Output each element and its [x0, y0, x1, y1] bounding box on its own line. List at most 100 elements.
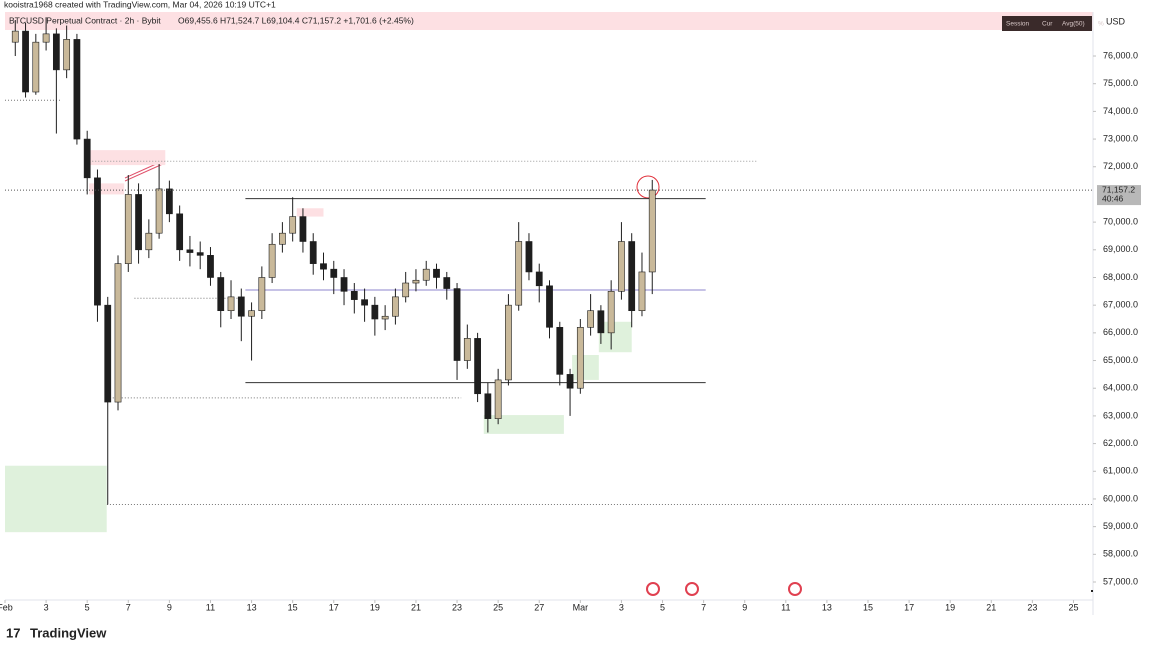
candle-body — [104, 304, 112, 403]
candle-body — [196, 252, 204, 256]
candle-body — [217, 277, 225, 312]
candle-body — [474, 338, 481, 395]
x-tick-label: 17 — [329, 602, 339, 612]
dot — [1091, 590, 1093, 592]
toolbar-button[interactable]: Avg(50) — [1062, 21, 1085, 28]
last-price-box — [1097, 185, 1141, 206]
y-tick-label: 65,000.0 — [1103, 355, 1138, 365]
x-tick-label: Feb — [0, 602, 13, 612]
candle-body — [289, 216, 297, 234]
logo-mark: 17 — [6, 625, 20, 640]
candle-body — [340, 277, 348, 292]
candle-body — [42, 33, 50, 43]
y-tick-label: 58,000.0 — [1103, 549, 1138, 559]
candle-body — [258, 277, 266, 312]
zone — [572, 355, 599, 380]
x-tick-label: 5 — [85, 602, 90, 612]
x-tick-label: 3 — [44, 602, 49, 612]
x-tick-label: 17 — [904, 602, 914, 612]
x-tick-label: Mar — [573, 602, 589, 612]
event-icon[interactable] — [646, 582, 660, 596]
candle-body — [535, 271, 543, 287]
x-tick-label: 23 — [1027, 602, 1037, 612]
candle-body — [525, 241, 533, 273]
y-tick-label: 75,000.0 — [1103, 78, 1138, 88]
x-tick-label: 25 — [493, 602, 503, 612]
candle-body — [556, 327, 564, 375]
event-icon[interactable] — [685, 582, 699, 596]
candle-body — [135, 194, 142, 251]
y-tick-label: 69,000.0 — [1103, 244, 1138, 254]
zone — [296, 208, 324, 217]
candle-body — [227, 296, 235, 312]
candle-body — [443, 277, 451, 289]
candle-body — [124, 194, 132, 264]
candle-body — [546, 285, 553, 328]
candle-body — [484, 393, 492, 419]
x-tick-label: 3 — [619, 602, 624, 612]
zone — [5, 465, 107, 533]
zone — [89, 183, 125, 195]
candle-body — [145, 232, 153, 251]
highlight-circle — [636, 175, 660, 199]
candle-body — [638, 271, 646, 312]
x-tick-label: 11 — [781, 602, 790, 612]
candle-body — [309, 241, 317, 264]
ohlc: O69,455.6 H71,524.7 L69,104.4 C71,157.2 … — [178, 15, 414, 25]
event-icon[interactable] — [788, 582, 802, 596]
x-tick-label: 21 — [411, 602, 421, 612]
y-tick-label: 62,000.0 — [1103, 438, 1138, 448]
candle-body — [73, 39, 81, 140]
y-tick-label: 61,000.0 — [1103, 466, 1138, 476]
candle-body — [94, 177, 101, 306]
candle-body — [494, 379, 502, 419]
toolbar-button[interactable]: % — [1098, 21, 1104, 28]
toolbar — [1002, 16, 1092, 31]
candle-body — [381, 315, 389, 320]
candle-body — [320, 263, 327, 270]
countdown: 40:46 — [1102, 193, 1124, 203]
x-tick-label: 13 — [247, 602, 257, 612]
candle-body — [587, 310, 594, 328]
y-tick-label: 67,000.0 — [1103, 300, 1138, 310]
y-tick-label: 60,000.0 — [1103, 493, 1138, 503]
toolbar-button[interactable]: Cur — [1042, 21, 1053, 28]
candle-body — [463, 338, 471, 361]
y-tick-label: 57,000.0 — [1103, 576, 1138, 586]
y-tick-label: 73,000.0 — [1103, 133, 1138, 143]
candle-body — [607, 291, 615, 334]
candle-body — [237, 296, 245, 317]
candle-body — [114, 263, 122, 403]
candle-body — [628, 241, 636, 312]
candle-body — [165, 188, 173, 215]
y-tick-label: 74,000.0 — [1103, 106, 1138, 116]
y-tick-label: 72,000.0 — [1103, 161, 1138, 171]
candle-body — [433, 268, 440, 278]
x-tick-label: 15 — [863, 602, 873, 612]
candle-body — [515, 241, 523, 306]
x-tick-label: 15 — [288, 602, 298, 612]
candle-body — [361, 299, 368, 306]
toolbar-button[interactable]: Session — [1006, 21, 1030, 28]
candle-body — [176, 213, 184, 251]
candle-body — [576, 327, 584, 389]
y-tick-label: 63,000.0 — [1103, 410, 1138, 420]
x-tick-label: 13 — [822, 602, 832, 612]
candle-body — [453, 288, 461, 361]
y-tick-label: 66,000.0 — [1103, 327, 1138, 337]
currency: USD — [1106, 16, 1126, 26]
y-tick-label: 68,000.0 — [1103, 272, 1138, 282]
candle-body — [63, 39, 71, 71]
x-tick-label: 5 — [660, 602, 665, 612]
toolbar-items: Session Cur Avg(50)% — [1006, 21, 1104, 28]
candle-body — [22, 30, 29, 93]
candle-body — [32, 41, 40, 93]
x-tick-label: 7 — [126, 602, 131, 612]
candle-body — [299, 216, 307, 242]
y-tick-label: 64,000.0 — [1103, 383, 1138, 393]
candle-body — [52, 33, 60, 71]
x-tick-label: 21 — [986, 602, 996, 612]
candle-body — [597, 310, 605, 334]
candle-body — [279, 232, 286, 245]
